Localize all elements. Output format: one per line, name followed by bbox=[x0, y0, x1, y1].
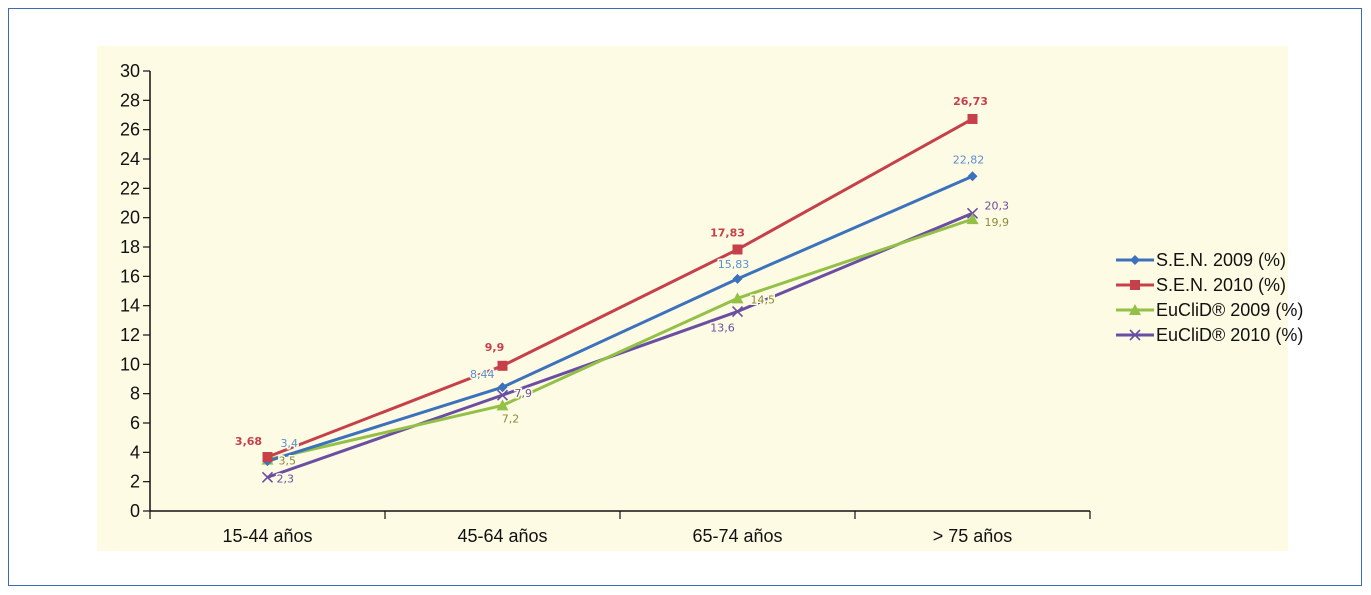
y-tick-label: 22 bbox=[120, 178, 140, 198]
data-label: 7,9 bbox=[515, 387, 533, 400]
series-layer bbox=[261, 113, 979, 483]
y-tick-label: 4 bbox=[130, 442, 140, 462]
data-label: 3,5 bbox=[279, 455, 297, 468]
data-point-marker bbox=[731, 305, 744, 318]
data-point-marker bbox=[731, 292, 744, 304]
series-line bbox=[266, 117, 974, 459]
y-tick-label: 12 bbox=[120, 325, 140, 345]
data-point-marker bbox=[496, 389, 509, 401]
data-label: 7,2 bbox=[502, 412, 520, 425]
data-point-marker bbox=[497, 382, 508, 393]
x-category-label: 15-44 años bbox=[222, 526, 312, 546]
legend-marker bbox=[1130, 280, 1140, 290]
data-label: 26,73 bbox=[953, 95, 988, 108]
legend-entry: S.E.N. 2009 (%) bbox=[1116, 250, 1286, 270]
data-label: 22,82 bbox=[953, 153, 985, 166]
data-label: 20,3 bbox=[985, 199, 1010, 212]
series-2 bbox=[261, 213, 979, 465]
series-line bbox=[267, 217, 973, 462]
legend-label: EuCliD® 2009 (%) bbox=[1156, 300, 1303, 320]
legend: S.E.N. 2009 (%) S.E.N. 2010 (%) EuCliD® 20… bbox=[1116, 250, 1303, 345]
x-category-label: 45-64 años bbox=[457, 526, 547, 546]
y-tick-label: 8 bbox=[130, 384, 140, 404]
y-tick-label: 18 bbox=[120, 237, 140, 257]
data-label: 3,4 bbox=[281, 437, 299, 450]
data-point-marker bbox=[496, 399, 509, 411]
data-point-marker bbox=[261, 471, 274, 483]
y-tick-label: 0 bbox=[130, 501, 140, 521]
y-tick-label: 2 bbox=[130, 472, 140, 492]
data-label: 9,9 bbox=[485, 341, 505, 354]
x-category-label: > 75 años bbox=[933, 526, 1013, 546]
data-label: 17,83 bbox=[710, 226, 745, 239]
legend-entry: EuCliD® 2009 (%) bbox=[1116, 300, 1303, 320]
data-label: 13,6 bbox=[710, 322, 735, 335]
legend-marker bbox=[1129, 304, 1141, 315]
data-point-marker bbox=[732, 273, 743, 284]
data-label: 8,44 bbox=[470, 368, 495, 381]
legend-marker bbox=[1130, 255, 1140, 265]
data-label: 15,83 bbox=[718, 258, 750, 271]
y-tick-label: 24 bbox=[120, 149, 140, 169]
legend-entry: S.E.N. 2010 (%) bbox=[1116, 275, 1286, 295]
legend-marker bbox=[1129, 329, 1141, 341]
y-tick-label: 30 bbox=[120, 61, 140, 81]
data-point-marker bbox=[732, 244, 743, 255]
data-point-marker bbox=[966, 213, 979, 225]
series-1 bbox=[262, 113, 978, 463]
y-tick-label: 20 bbox=[120, 208, 140, 228]
y-tick-label: 14 bbox=[120, 296, 140, 316]
series-line bbox=[267, 174, 974, 463]
data-point-marker bbox=[967, 113, 978, 124]
legend-label: S.E.N. 2010 (%) bbox=[1156, 275, 1286, 295]
y-tick-label: 26 bbox=[120, 120, 140, 140]
data-point-marker bbox=[967, 171, 978, 182]
data-point-marker bbox=[262, 452, 273, 463]
legend-entry: EuCliD® 2010 (%) bbox=[1116, 325, 1303, 345]
data-label: 3,68 bbox=[235, 435, 262, 448]
data-point-marker bbox=[497, 360, 508, 371]
y-tick-label: 16 bbox=[120, 266, 140, 286]
y-tick-label: 10 bbox=[120, 354, 140, 374]
x-category-label: 65-74 años bbox=[692, 526, 782, 546]
data-labels: 3,4 8,44 15,83 22,82 3,68 9,9 17,83 26,73 3,5 7,2… bbox=[233, 93, 1010, 486]
data-label: 2,3 bbox=[277, 472, 295, 485]
data-label: 19,9 bbox=[985, 216, 1010, 229]
y-tick-label: 6 bbox=[130, 413, 140, 433]
y-tick-label: 28 bbox=[120, 90, 140, 110]
legend-label: S.E.N. 2009 (%) bbox=[1156, 250, 1286, 270]
legend-label: EuCliD® 2010 (%) bbox=[1156, 325, 1303, 345]
data-label: 14,5 bbox=[751, 293, 776, 306]
